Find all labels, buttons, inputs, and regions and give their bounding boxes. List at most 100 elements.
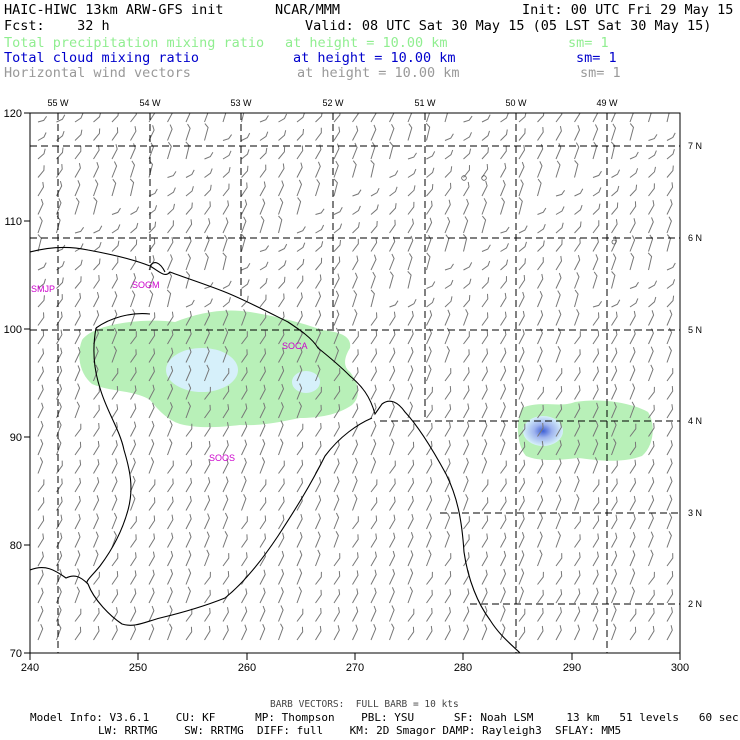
wind-barb <box>241 182 248 197</box>
wind-barb <box>463 216 469 234</box>
lon-label: 49 W <box>596 98 618 108</box>
wind-barb <box>463 588 470 604</box>
wind-barb <box>666 386 674 400</box>
wind-barb <box>518 310 525 326</box>
field-wind-name: Horizontal wind vectors <box>4 65 191 81</box>
wind-barb <box>370 533 378 548</box>
wind-barb <box>111 127 119 141</box>
wind-barb <box>130 290 136 308</box>
wind-barb <box>74 568 81 585</box>
wind-barb <box>518 532 525 548</box>
wind-barb <box>481 479 489 493</box>
wind-barb <box>111 291 118 308</box>
wind-barb <box>352 142 358 160</box>
wind-barb <box>463 198 469 215</box>
wind-barb <box>222 440 229 456</box>
wind-barb <box>241 367 248 382</box>
wind-barb <box>278 347 285 363</box>
wind-barb <box>444 571 452 585</box>
wind-barb <box>241 149 250 160</box>
wind-barb <box>629 550 636 567</box>
wind-barb <box>648 477 655 493</box>
wind-barb <box>204 404 211 419</box>
wind-barb <box>481 244 491 252</box>
wind-barb <box>278 163 285 178</box>
wind-barb <box>629 252 635 271</box>
wind-barb <box>296 226 306 234</box>
y-tick-label: 100 <box>4 324 22 336</box>
wind-barb <box>352 570 359 585</box>
wind-barb <box>370 289 375 308</box>
wind-barb <box>93 113 102 123</box>
wind-barb <box>259 569 266 585</box>
wind-barb <box>130 606 137 622</box>
wind-barb <box>592 271 598 289</box>
wind-barb <box>74 276 82 289</box>
wind-barb <box>130 113 137 123</box>
wind-barb <box>259 515 267 530</box>
wind-barb <box>37 551 44 567</box>
wind-barb <box>93 513 99 530</box>
wind-barb <box>37 384 44 400</box>
wind-barb <box>611 623 617 641</box>
wind-barb <box>333 404 341 419</box>
wind-barb <box>167 605 173 622</box>
wind-barb <box>463 309 469 326</box>
wind-barb <box>37 148 46 160</box>
wind-barb <box>574 624 581 641</box>
wind-barb <box>74 608 82 622</box>
wind-barb <box>389 478 396 493</box>
wind-barb <box>592 170 602 178</box>
wind-barb <box>148 205 158 215</box>
wind-barb <box>352 189 362 197</box>
wind-barb <box>481 624 488 641</box>
wind-barb <box>296 162 303 178</box>
wind-barb <box>167 420 173 437</box>
wind-barb <box>444 216 451 234</box>
wind-barb <box>241 439 248 456</box>
wind-barb <box>111 368 119 382</box>
wind-barb <box>148 420 155 437</box>
wind-barb <box>444 422 451 437</box>
wind-barb <box>555 589 563 604</box>
wind-barb <box>204 549 210 567</box>
wind-barb <box>56 420 62 437</box>
wind-barb <box>444 199 451 215</box>
wind-barb <box>389 438 395 456</box>
wind-barb <box>185 186 194 197</box>
wind-barb <box>666 571 674 585</box>
wind-barb <box>444 113 449 123</box>
wind-barb <box>500 402 506 419</box>
wind-barb <box>241 588 248 604</box>
wind-barb <box>204 113 209 123</box>
wind-barb <box>296 550 303 567</box>
wind-barb <box>315 571 322 585</box>
wind-barb <box>666 625 673 641</box>
wind-barb <box>629 459 637 474</box>
wind-barb <box>241 132 251 141</box>
wind-barb <box>592 384 599 400</box>
wind-barb <box>93 364 99 382</box>
lat-label: 5 N <box>688 325 702 335</box>
init-time: Init: 00 UTC Fri 29 May 15 <box>522 2 734 18</box>
field-cloud-name: Total cloud mixing ratio <box>4 50 200 66</box>
wind-barb <box>370 312 378 326</box>
wind-barb <box>222 625 229 641</box>
wind-barb <box>592 457 599 474</box>
station-label-soca: SOCA <box>282 341 308 351</box>
wind-barb <box>426 217 433 234</box>
wind-barb <box>407 328 414 345</box>
wind-barb <box>185 459 193 474</box>
wind-barb <box>500 197 505 215</box>
lon-label: 50 W <box>505 98 527 108</box>
wind-barb <box>259 245 270 252</box>
wind-barb <box>518 241 527 252</box>
wind-barb <box>148 533 156 548</box>
wind-barb <box>500 243 509 252</box>
wind-barb <box>148 439 155 456</box>
wind-barb <box>148 569 155 585</box>
wind-barb <box>648 234 654 252</box>
cloud-area-mid <box>292 371 320 393</box>
wind-barb <box>370 220 378 234</box>
wind-barb <box>37 116 48 123</box>
